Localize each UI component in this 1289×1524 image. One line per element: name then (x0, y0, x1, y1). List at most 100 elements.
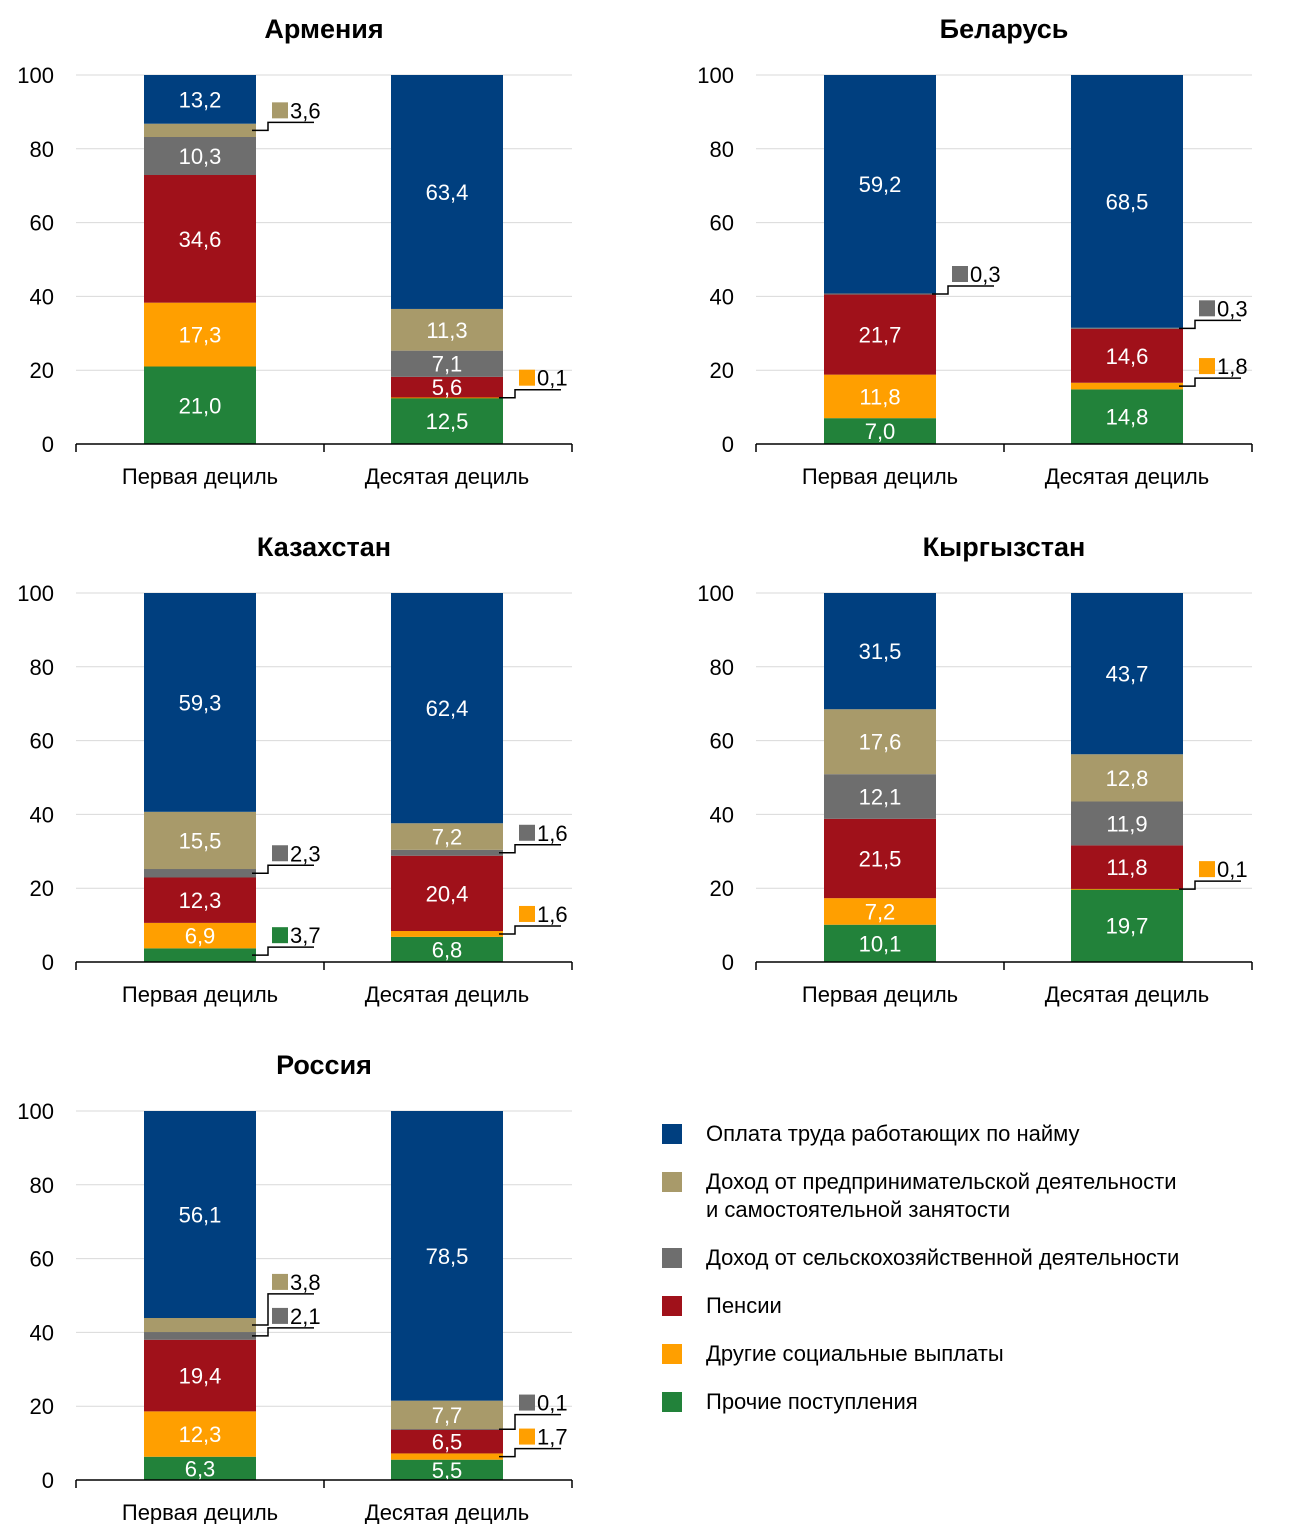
x-tick-label: Первая дециль (122, 464, 278, 489)
data-label: 68,5 (1106, 189, 1149, 214)
bar-segment-pensions (144, 174, 256, 303)
y-tick-label: 0 (42, 1468, 54, 1493)
bar-segment-agri (144, 1332, 256, 1340)
bar-segment-business (391, 308, 503, 351)
leader-line (499, 925, 561, 935)
leader-swatch-business (272, 1273, 288, 1290)
data-label: 43,7 (1106, 662, 1149, 687)
y-tick-label: 60 (30, 729, 54, 754)
bar-segment-wages (391, 593, 503, 824)
legend-item-agri: Доход от сельскохозяйственной деятельнос… (662, 1244, 1289, 1272)
data-label: 3,6 (290, 98, 321, 123)
bar-segment-other (144, 948, 256, 962)
legend-label: Прочие поступления (706, 1389, 918, 1414)
data-label: 3,8 (290, 1270, 321, 1295)
y-tick-label: 40 (710, 284, 734, 309)
leader-swatch-social (1199, 861, 1215, 878)
chart-title: Казахстан (257, 532, 391, 562)
bar-segment-agri (144, 136, 256, 175)
bar-segment-wages (391, 75, 503, 309)
y-tick-label: 100 (17, 63, 54, 88)
data-label: 0,1 (537, 1391, 568, 1416)
data-label: 17,3 (179, 323, 222, 348)
legend-item-pensions: Пенсии (662, 1292, 1289, 1320)
y-tick-label: 20 (30, 1394, 54, 1419)
chart-panel: Россия 0 20 40 60 80 100 6,3 12,3 19,4 56,1 2,1 3,8 5… (17, 1050, 573, 1524)
data-label: 0,1 (1217, 857, 1248, 882)
data-label: 0,1 (537, 366, 568, 391)
bar-segment-agri (391, 1429, 503, 1430)
data-label: 11,8 (1106, 855, 1147, 880)
y-tick-label: 80 (30, 137, 54, 162)
data-label: 15,5 (179, 828, 222, 853)
chart-title: Беларусь (940, 14, 1069, 44)
leader-line (499, 1447, 561, 1458)
bar-segment-other (144, 366, 256, 444)
bar-segment-wages (824, 593, 936, 710)
leader-line (252, 1293, 314, 1326)
data-label: 2,3 (290, 841, 321, 866)
bar-segment-wages (144, 75, 256, 124)
bar-segment-pensions (824, 294, 936, 375)
legend: Оплата труда работающих по найму Доход о… (662, 1120, 1289, 1436)
data-label: 11,9 (1106, 811, 1147, 836)
data-label: 12,3 (179, 888, 222, 913)
leader-swatch-social (519, 1428, 535, 1445)
leader-line (499, 388, 561, 399)
y-tick-label: 80 (710, 137, 734, 162)
legend-label: Доход от сельскохозяйственной деятельнос… (706, 1245, 1180, 1270)
bar-segment-wages (144, 593, 256, 812)
bar-segment-other (1071, 889, 1183, 962)
y-tick-label: 100 (17, 1099, 54, 1124)
chart-panel: Кыргызстан 0 20 40 60 80 100 10,1 7,2 21,5 12,1 17,… (697, 532, 1253, 1007)
y-tick-label: 60 (710, 211, 734, 236)
y-tick-label: 60 (30, 1247, 54, 1272)
y-tick-label: 60 (710, 729, 734, 754)
data-label: 12,5 (426, 409, 469, 434)
data-label: 7,2 (432, 825, 463, 850)
y-tick-label: 60 (30, 211, 54, 236)
data-label: 12,1 (859, 785, 902, 810)
y-tick-label: 40 (710, 802, 734, 827)
bar-segment-agri (824, 774, 936, 819)
data-label: 2,1 (290, 1304, 321, 1329)
leader-swatch-agri (272, 1307, 288, 1324)
data-label: 3,7 (290, 923, 321, 948)
chart-title: Кыргызстан (923, 532, 1086, 562)
bar-segment-social (391, 1453, 503, 1460)
bar-segment-other (391, 397, 503, 444)
legend-label: Пенсии (706, 1293, 782, 1318)
leader-line (1179, 880, 1241, 890)
data-label: 11,8 (859, 384, 900, 409)
y-tick-label: 0 (722, 950, 734, 975)
legend-swatch-other (662, 1392, 682, 1412)
bar-segment-agri (391, 849, 503, 856)
x-tick-label: Первая дециль (802, 982, 958, 1007)
leader-line (252, 1327, 314, 1337)
legend-label: Оплата труда работающих по найму (706, 1121, 1080, 1146)
leader-swatch-social (519, 369, 535, 386)
legend-swatch-wages (662, 1124, 682, 1144)
bar-segment-wages (1071, 75, 1183, 328)
data-label: 12,8 (1106, 766, 1149, 791)
data-label: 56,1 (179, 1203, 222, 1228)
data-label: 12,3 (179, 1422, 222, 1447)
y-tick-label: 20 (30, 358, 54, 383)
data-label: 10,3 (179, 144, 222, 169)
data-label: 31,5 (859, 639, 902, 664)
x-tick-label: Десятая дециль (365, 1500, 529, 1524)
data-label: 11,3 (426, 318, 467, 343)
bar-segment-business (144, 1318, 256, 1333)
leader-swatch-business (272, 102, 288, 119)
bar-segment-agri (1071, 801, 1183, 846)
leader-swatch-other (272, 927, 288, 944)
legend-label: Доход от предпринимательской деятельност… (706, 1169, 1177, 1222)
legend-item-business: Доход от предпринимательской деятельност… (662, 1168, 1289, 1224)
x-tick-label: Десятая дециль (365, 982, 529, 1007)
bar-segment-pensions (1071, 845, 1183, 889)
data-label: 34,6 (179, 227, 222, 252)
bar-segment-other (824, 924, 936, 962)
leader-swatch-agri (519, 824, 535, 841)
leader-line (1179, 319, 1241, 330)
